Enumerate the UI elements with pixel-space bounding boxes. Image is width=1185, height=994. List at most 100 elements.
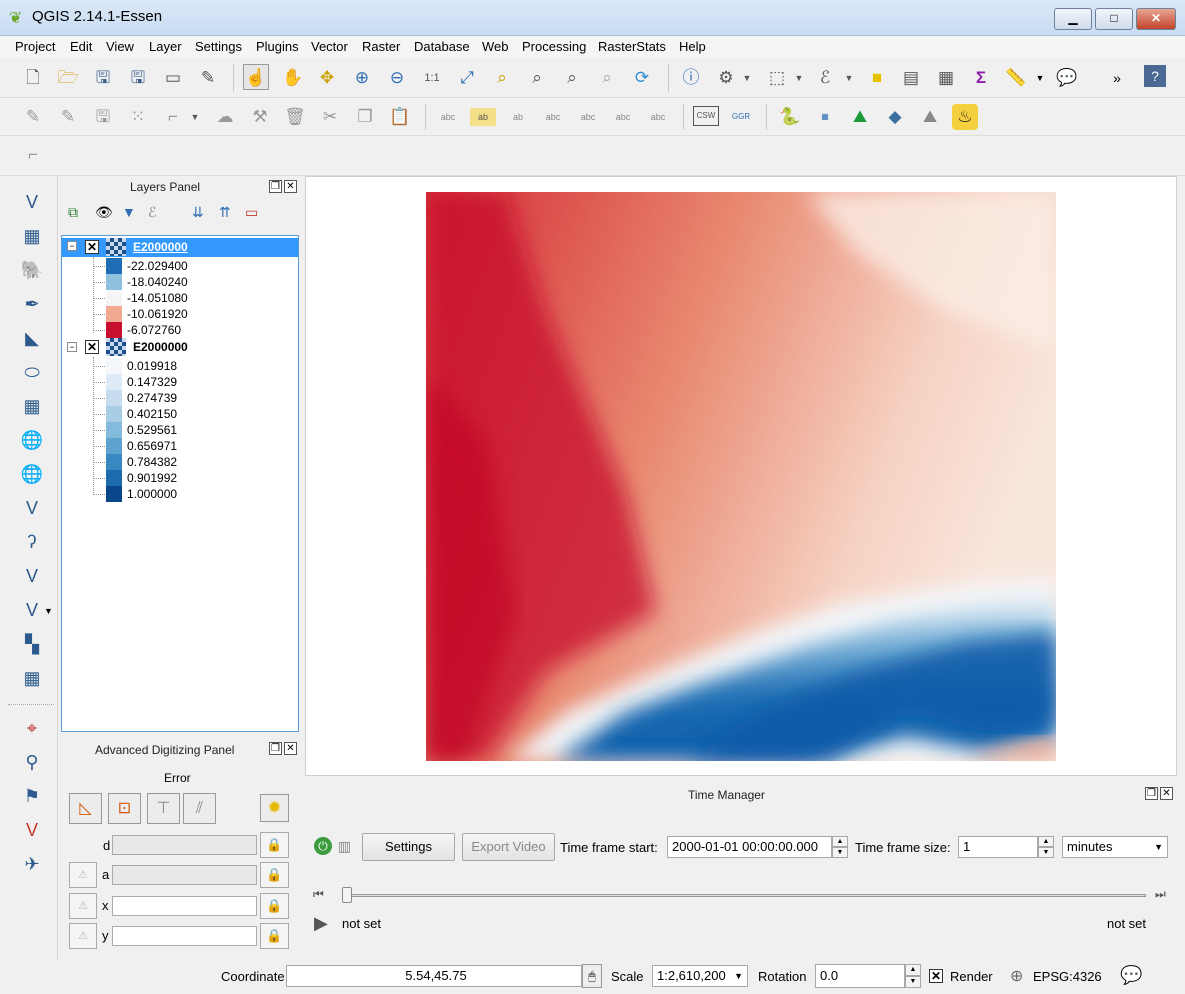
rotation-input[interactable]: 0.0 [815, 964, 905, 988]
perpendicular-button[interactable]: ⊤ [147, 793, 180, 824]
layer-visibility-checkbox[interactable]: ✕ [85, 240, 99, 254]
save-as-icon[interactable]: 🖫 [130, 68, 146, 87]
parallel-button[interactable]: ⊡ [108, 793, 141, 824]
new-shapefile-icon[interactable]: V [25, 600, 38, 620]
settings-button[interactable]: Settings [362, 833, 455, 861]
d-field[interactable] [112, 835, 257, 855]
select-features-icon[interactable]: ⬚ [768, 68, 786, 87]
menu-settings[interactable]: Settings [195, 39, 242, 54]
size-spin-up[interactable]: ▲ [1038, 836, 1054, 847]
start-spin-up[interactable]: ▲ [832, 836, 848, 847]
collapse-icon[interactable]: − [67, 342, 77, 352]
filter-expression-icon[interactable]: ℰ [148, 204, 157, 220]
statistical-summary-icon[interactable]: Σ [975, 68, 987, 87]
rotation-spin-up[interactable]: ▲ [905, 964, 921, 976]
layer-visibility-checkbox[interactable]: ✕ [85, 340, 99, 354]
relative-toggle-icon[interactable]: ⚠ [69, 923, 97, 949]
close-panel-icon[interactable]: ✕ [284, 180, 297, 193]
run-action-icon[interactable]: ⚙ [718, 68, 734, 87]
float-panel-icon[interactable]: ❐ [1145, 787, 1158, 800]
dropdown-arrow-icon[interactable]: ▼ [190, 112, 200, 122]
zoom-to-layer-icon[interactable]: ⌕ [532, 68, 542, 87]
new-geopackage-icon[interactable]: ▦ [23, 668, 41, 688]
add-mssql-layer-icon[interactable]: ◣ [25, 328, 39, 348]
lock-icon[interactable]: 🔒 [260, 862, 289, 888]
rotation-spin-down[interactable]: ▼ [905, 976, 921, 988]
csw-icon[interactable]: CSW [693, 106, 719, 126]
a-field[interactable] [112, 865, 257, 885]
menu-plugins[interactable]: Plugins [256, 39, 299, 54]
crosshair-icon[interactable]: ⌖ [26, 718, 38, 738]
float-panel-icon[interactable]: ❐ [269, 180, 282, 193]
zoom-in-icon[interactable]: ⊕ [354, 68, 370, 87]
add-wcs-layer-icon[interactable]: 🌐 [20, 464, 44, 484]
show-labels-icon[interactable]: abc [545, 112, 561, 122]
minimize-button[interactable]: ▁ [1054, 8, 1092, 30]
zoom-next-icon[interactable]: ⌕ [602, 68, 612, 87]
zoom-native-icon[interactable]: 1:1 [424, 72, 440, 84]
enable-advanced-digitizing-icon[interactable]: ⌐ [28, 145, 38, 164]
parallel-lines-button[interactable]: ⫽ [183, 793, 216, 824]
scale-combo[interactable]: 1:2,610,200 ▼ [652, 965, 748, 987]
refresh-icon[interactable]: ⟳ [634, 68, 650, 87]
menu-layer[interactable]: Layer [149, 39, 182, 54]
menu-vector[interactable]: Vector [311, 39, 348, 54]
move-label-icon[interactable]: abc [580, 112, 596, 122]
export-video-button[interactable]: Export Video [462, 833, 555, 861]
pin-labels-icon[interactable]: ab [512, 112, 523, 122]
menu-rasterstats[interactable]: RasterStats [598, 39, 666, 54]
relative-toggle-icon[interactable]: ⚠ [69, 862, 97, 888]
pan-map-icon[interactable]: ✋ [282, 68, 304, 87]
zoom-full-icon[interactable]: ⤢ [460, 68, 474, 87]
add-delimited-text-icon[interactable]: ʔ [27, 532, 37, 552]
change-label-icon[interactable]: abc [650, 112, 666, 122]
python-console-icon[interactable]: 🐍 [779, 107, 801, 126]
manage-visibility-icon[interactable]: 👁 [95, 204, 113, 220]
save-edits-icon[interactable]: 🖫 [95, 107, 111, 126]
time-unit-select[interactable]: minutes ▼ [1062, 836, 1168, 858]
remove-layer-icon[interactable]: ▭ [245, 204, 259, 220]
zoom-to-selection-icon[interactable]: ⌕ [497, 68, 507, 87]
netcdf-browser-icon[interactable]: ▦ [821, 112, 829, 121]
help-icon[interactable]: ? [1144, 65, 1166, 87]
copy-features-icon[interactable]: ❐ [357, 107, 373, 126]
add-wfs-layer-icon[interactable]: V [25, 498, 38, 518]
open-project-icon[interactable]: 🗁 [57, 68, 79, 87]
lock-icon[interactable]: 🔒 [260, 893, 289, 919]
add-spatialite-layer-icon[interactable]: ✒ [24, 294, 40, 314]
add-oracle-layer-icon[interactable]: ⬭ [24, 362, 40, 382]
crs-icon[interactable]: ⊕ [1010, 968, 1024, 985]
add-wms-layer-icon[interactable]: 🌐 [20, 430, 44, 450]
time-slider-handle[interactable] [342, 887, 352, 903]
messages-icon[interactable]: 💬 [1120, 965, 1143, 985]
lock-icon[interactable]: 🔒 [260, 832, 289, 858]
topology-checker-icon[interactable]: ⚑ [23, 786, 41, 806]
add-virtual-layer-icon[interactable]: V [25, 566, 38, 586]
geometry-checker-icon[interactable]: V [25, 820, 38, 840]
expand-all-icon[interactable]: ⇊ [192, 204, 204, 220]
map-tips-icon[interactable]: 💬 [1056, 68, 1078, 87]
select-by-expression-icon[interactable]: ℰ [819, 68, 831, 87]
add-feature-icon[interactable]: ⁙ [130, 107, 146, 126]
rewind-icon[interactable]: ⏮ [313, 887, 324, 901]
current-edits-icon[interactable]: ✎ [25, 107, 41, 126]
render-checkbox[interactable]: ✕ [929, 969, 943, 983]
move-feature-icon[interactable]: ☁ [216, 107, 234, 126]
time-frame-size-input[interactable]: 1 [958, 836, 1038, 858]
time-slider-track[interactable] [345, 894, 1146, 897]
georeferencer-icon[interactable]: ◆ [888, 107, 902, 126]
close-panel-icon[interactable]: ✕ [1160, 787, 1173, 800]
new-project-icon[interactable]: 🗋 [26, 68, 40, 87]
close-button[interactable]: ✕ [1136, 8, 1176, 30]
crs-label[interactable]: EPSG:4326 [1033, 969, 1102, 984]
menu-raster[interactable]: Raster [362, 39, 401, 54]
terrain-icon[interactable]: ⛰ [922, 107, 938, 126]
measure-line-icon[interactable]: 📏 [1005, 68, 1027, 87]
collapse-all-icon[interactable]: ⇈ [219, 204, 231, 220]
float-panel-icon[interactable]: ❐ [269, 742, 282, 755]
field-calculator-icon[interactable]: ▦ [937, 68, 955, 87]
pan-to-selection-icon[interactable]: ✥ [319, 68, 335, 87]
menu-edit[interactable]: Edit [70, 39, 93, 54]
play-icon[interactable]: ▶ [314, 913, 328, 933]
x-field[interactable] [112, 896, 257, 916]
